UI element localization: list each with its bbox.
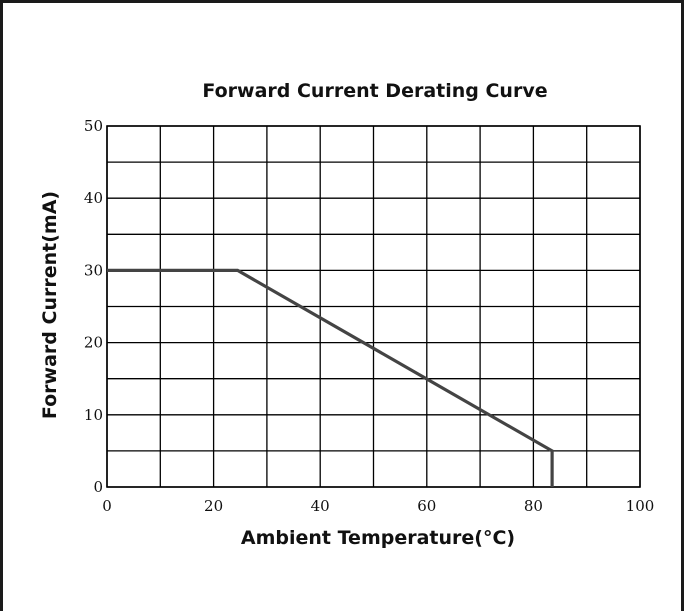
plot-border (106, 125, 641, 488)
x-tick-label: 0 (102, 497, 112, 515)
x-tick-labels: 0 20 40 60 80 100 (102, 497, 654, 515)
x-tick-label: 20 (204, 497, 223, 515)
x-axis-label: Ambient Temperature(°C) (241, 527, 515, 549)
y-tick-labels: 0 10 20 30 40 50 (84, 117, 103, 496)
x-tick-label: 40 (311, 497, 330, 515)
grid-lines (106, 125, 641, 488)
y-tick-label: 10 (84, 406, 103, 424)
y-tick-label: 30 (84, 261, 103, 279)
chart-title: Forward Current Derating Curve (202, 80, 547, 102)
y-axis-label: Forward Current(mA) (39, 191, 61, 419)
series-layer (107, 268, 554, 487)
y-tick-label: 50 (84, 117, 103, 135)
y-tick-label: 40 (84, 189, 103, 207)
x-tick-label: 100 (626, 497, 655, 515)
derating-curve-line (107, 268, 554, 487)
x-tick-label: 80 (524, 497, 543, 515)
x-tick-label: 60 (417, 497, 436, 515)
y-tick-label: 0 (93, 478, 103, 496)
y-tick-label: 20 (84, 334, 103, 352)
